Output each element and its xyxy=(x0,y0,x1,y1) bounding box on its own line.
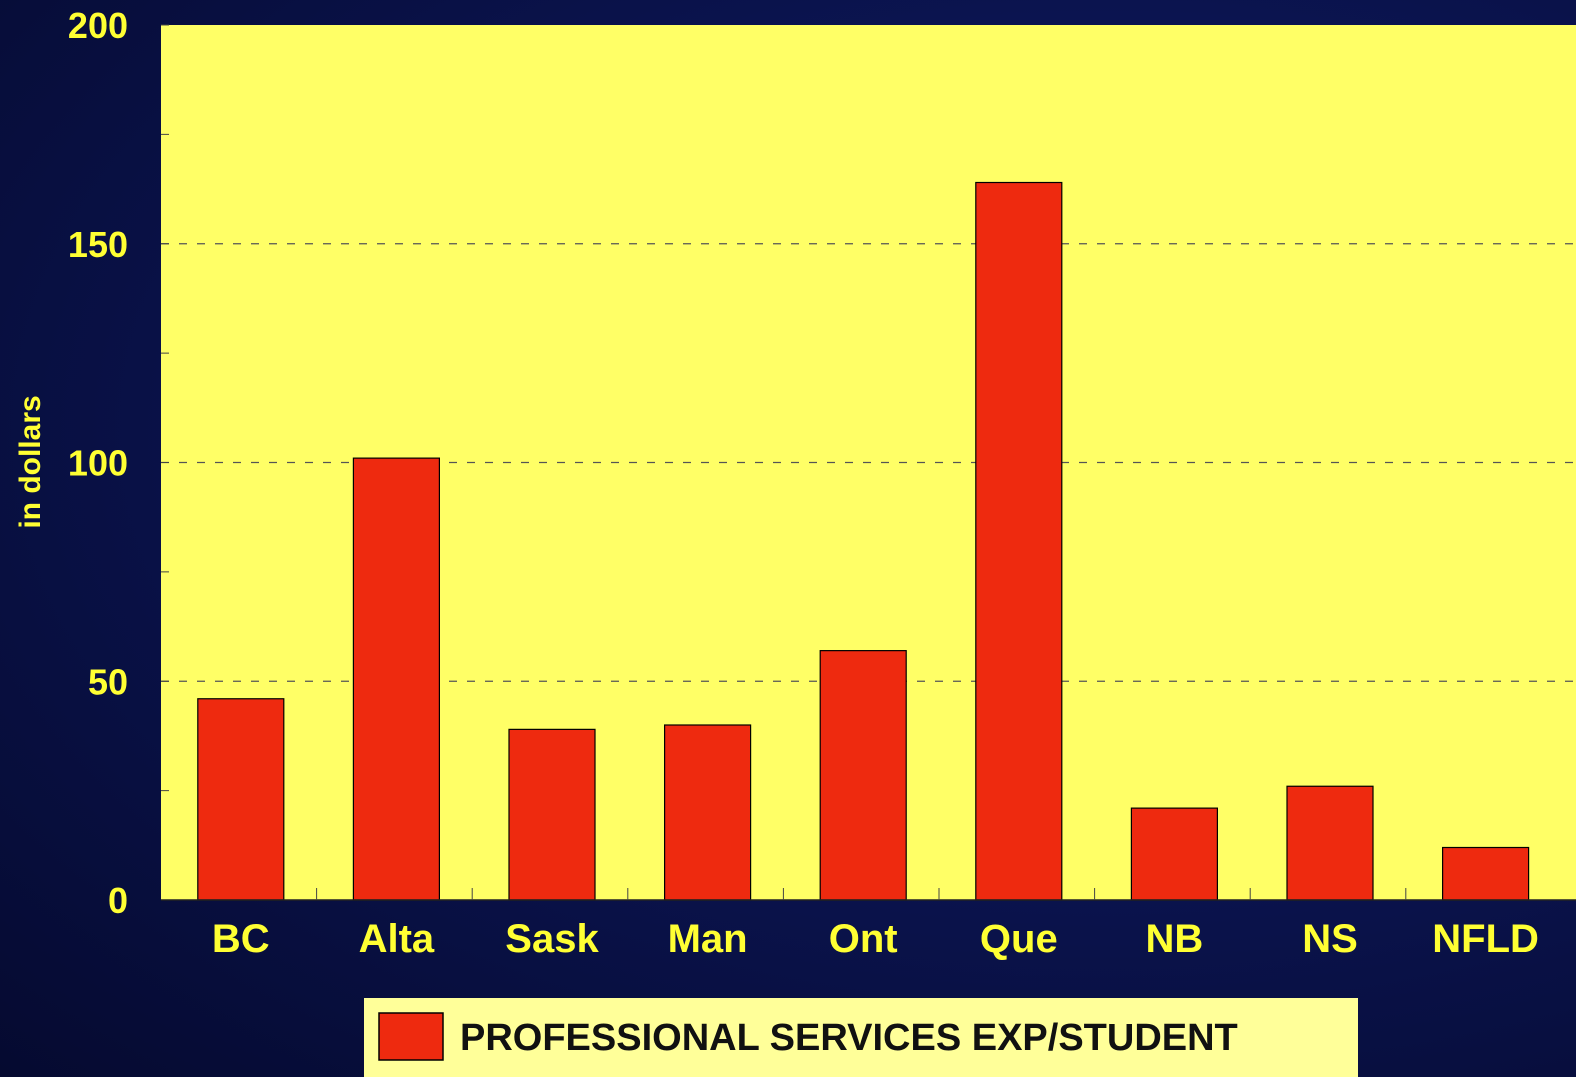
legend-swatch xyxy=(378,1012,444,1061)
y-tick-label: 50 xyxy=(88,661,128,702)
y-axis-label: in dollars xyxy=(14,395,47,528)
y-tick-label: 150 xyxy=(68,224,128,265)
y-tick-label: 0 xyxy=(108,880,128,921)
y-axis: 0 50 100 150 200 xyxy=(68,5,169,921)
x-tick-label: Alta xyxy=(359,917,435,961)
x-tick-label: Que xyxy=(980,917,1058,961)
x-tick-label: Ont xyxy=(829,917,898,961)
bar xyxy=(508,728,596,901)
legend-box xyxy=(364,998,1358,1077)
x-tick-label: Sask xyxy=(505,917,599,961)
x-tick-label: NS xyxy=(1302,917,1358,961)
bar xyxy=(197,698,285,901)
bar xyxy=(975,181,1063,901)
x-tick-label: BC xyxy=(212,917,270,961)
x-axis: BC Alta Sask Man Ont Que NB NS NFLD xyxy=(161,888,1576,961)
bar xyxy=(1286,785,1374,901)
y-tick-label: 100 xyxy=(68,443,128,484)
x-tick-label: Man xyxy=(668,917,748,961)
y-tick-label: 200 xyxy=(68,5,128,46)
bar xyxy=(1130,807,1219,901)
bars xyxy=(197,181,1530,901)
bar xyxy=(819,650,907,901)
x-tick-label: NFLD xyxy=(1432,917,1539,961)
legend: PROFESSIONAL SERVICES EXP/STUDENT xyxy=(364,998,1358,1077)
legend-label: PROFESSIONAL SERVICES EXP/STUDENT xyxy=(460,1017,1238,1059)
x-tick-label: NB xyxy=(1146,917,1204,961)
bar xyxy=(352,457,440,901)
bar xyxy=(1441,846,1530,901)
bar xyxy=(663,724,752,901)
